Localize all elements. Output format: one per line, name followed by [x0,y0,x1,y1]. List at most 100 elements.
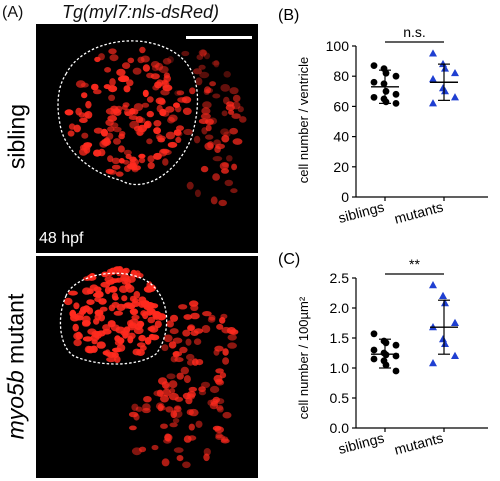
nucleus [203,453,210,462]
nucleus [133,327,144,335]
nucleus [132,348,142,356]
nucleus [84,111,93,119]
nucleus [202,311,212,317]
nucleus [163,334,173,343]
nucleus [125,284,135,293]
nucleus [108,94,116,102]
nucleus [202,101,212,109]
data-point [441,87,449,95]
nucleus [114,355,121,363]
nucleus [162,58,172,65]
nucleus [107,169,117,175]
nucleus [226,155,233,162]
nucleus [148,333,156,340]
nucleus [196,54,204,60]
nucleus [200,49,207,57]
y-tick-label: 60 [333,98,349,114]
nucleus [193,338,202,345]
nucleus [166,373,176,380]
nucleus [73,339,82,347]
nucleus [226,101,235,107]
nucleus [68,290,78,296]
nucleus [122,62,131,69]
nucleus [198,386,206,393]
nucleus [205,134,214,140]
nucleus [223,71,231,78]
nucleus [227,342,237,349]
nucleus [128,115,138,120]
nucleus [142,89,149,98]
nucleus [147,155,155,163]
nucleus [209,81,217,87]
mutant-heart-image [59,266,239,469]
nucleus [219,162,229,170]
nucleus [162,388,171,397]
nucleus [91,83,99,91]
nucleus [161,458,170,467]
nucleus [163,75,171,83]
data-point [382,87,390,95]
nucleus [165,106,175,113]
nucleus [222,348,229,356]
nucleus [132,298,139,304]
mutant-label-suffix: mutant [2,293,29,371]
ventricle-outline [59,272,168,365]
data-point [441,64,449,72]
panel-c-label: (C) [278,251,300,268]
nucleus [212,156,223,162]
nucleus [140,345,147,351]
nucleus [226,327,236,335]
nucleus [180,366,189,375]
data-point [382,361,390,369]
nucleus [216,323,224,330]
nucleus [129,425,137,431]
nucleus [91,330,101,338]
nucleus [109,278,120,284]
nucleus [90,345,98,353]
nucleus [163,383,170,390]
nucleus [160,423,168,429]
nucleus [98,148,106,157]
nucleus [63,297,73,306]
sibling-row-label: sibling [3,103,30,170]
nucleus [229,127,239,135]
significance-label: n.s. [403,24,426,40]
chart-b: (B) cell number / ventricle 0 20 40 60 80 100… [278,7,488,227]
nucleus [85,100,92,109]
nucleus [146,96,154,103]
nucleus [237,106,244,113]
nucleus [182,461,191,469]
nucleus [115,268,123,277]
nucleus [139,46,146,54]
data-point [441,299,449,307]
nucleus [158,66,169,74]
nucleus [82,287,92,295]
nucleus [207,141,214,149]
data-point [439,291,447,299]
nucleus [73,124,81,133]
data-point [429,359,437,367]
nucleus [64,109,74,116]
nucleus [165,406,174,413]
nucleus [210,196,218,205]
nucleus [215,368,224,374]
nucleus [185,397,193,405]
panel-b-label: (B) [278,7,299,24]
nucleus [125,153,132,160]
nucleus [155,402,165,410]
data-point [429,281,437,289]
data-point [370,78,378,86]
nucleus [231,113,241,119]
nucleus [149,325,159,333]
mutant-row-label: myo5b mutant [3,289,30,445]
y-tick-label: 20 [333,159,349,175]
nucleus [161,344,169,352]
nucleus [231,163,238,171]
x-tick-label: mutants [393,429,445,457]
nucleus [142,407,151,414]
nucleus [195,359,204,366]
nucleus [156,389,164,397]
nucleus [83,146,91,154]
data-point [392,341,400,349]
nucleus [176,125,184,131]
